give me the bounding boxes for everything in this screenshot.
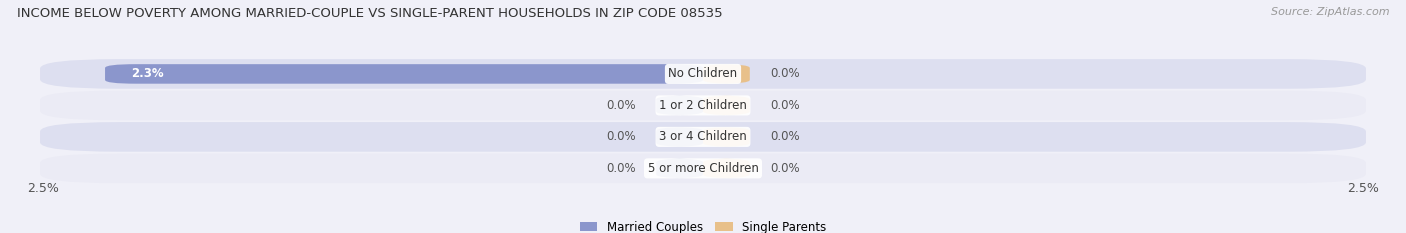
FancyBboxPatch shape bbox=[703, 159, 749, 178]
FancyBboxPatch shape bbox=[39, 91, 1367, 120]
Text: 0.0%: 0.0% bbox=[606, 130, 636, 143]
Text: No Children: No Children bbox=[668, 67, 738, 80]
FancyBboxPatch shape bbox=[39, 122, 1367, 152]
Text: 0.0%: 0.0% bbox=[770, 99, 800, 112]
Text: 0.0%: 0.0% bbox=[606, 162, 636, 175]
FancyBboxPatch shape bbox=[657, 127, 703, 147]
Text: 0.0%: 0.0% bbox=[770, 67, 800, 80]
Text: Source: ZipAtlas.com: Source: ZipAtlas.com bbox=[1271, 7, 1389, 17]
FancyBboxPatch shape bbox=[39, 154, 1367, 183]
Text: 0.0%: 0.0% bbox=[770, 130, 800, 143]
Text: 2.5%: 2.5% bbox=[27, 182, 59, 195]
FancyBboxPatch shape bbox=[703, 64, 749, 84]
Text: INCOME BELOW POVERTY AMONG MARRIED-COUPLE VS SINGLE-PARENT HOUSEHOLDS IN ZIP COD: INCOME BELOW POVERTY AMONG MARRIED-COUPL… bbox=[17, 7, 723, 20]
FancyBboxPatch shape bbox=[703, 127, 749, 147]
Text: 5 or more Children: 5 or more Children bbox=[648, 162, 758, 175]
Text: 0.0%: 0.0% bbox=[606, 99, 636, 112]
Legend: Married Couples, Single Parents: Married Couples, Single Parents bbox=[575, 216, 831, 233]
FancyBboxPatch shape bbox=[657, 159, 703, 178]
FancyBboxPatch shape bbox=[703, 96, 749, 115]
Text: 1 or 2 Children: 1 or 2 Children bbox=[659, 99, 747, 112]
Text: 0.0%: 0.0% bbox=[770, 162, 800, 175]
FancyBboxPatch shape bbox=[657, 96, 703, 115]
FancyBboxPatch shape bbox=[105, 64, 703, 84]
Text: 2.5%: 2.5% bbox=[1347, 182, 1379, 195]
FancyBboxPatch shape bbox=[39, 59, 1367, 89]
Text: 3 or 4 Children: 3 or 4 Children bbox=[659, 130, 747, 143]
Text: 2.3%: 2.3% bbox=[131, 67, 163, 80]
